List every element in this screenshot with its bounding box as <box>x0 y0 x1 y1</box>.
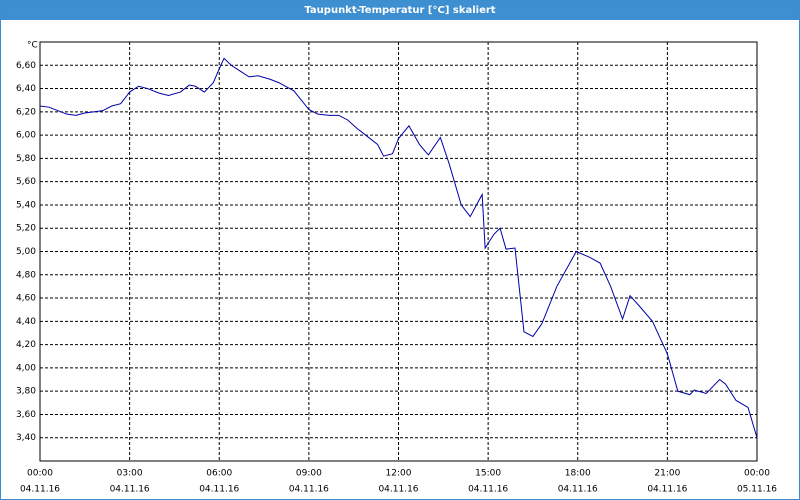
x-tick-date: 05.11.16 <box>737 485 777 495</box>
data-line <box>39 57 758 438</box>
x-tick-label: 06:00 <box>206 469 232 479</box>
y-tick-label: 5,80 <box>16 154 36 164</box>
y-tick-label: 5,00 <box>16 247 36 257</box>
x-tick-label: 09:00 <box>296 469 322 479</box>
chart: °C 3,40 3,60 3,80 4,00 4,20 4,40 4,60 4,80 5,00 5… <box>16 41 777 495</box>
plot-frame <box>39 41 758 462</box>
title-bar: Taupunkt-Temperatur [°C] skaliert <box>1 1 799 20</box>
y-tick-label: 5,60 <box>16 177 36 187</box>
y-tick-label: 3,40 <box>16 433 36 443</box>
y-tick-label: 4,00 <box>16 363 36 373</box>
x-tick-date: 04.11.16 <box>289 485 329 495</box>
y-tick-label: 3,60 <box>16 410 36 420</box>
y-tick-label: 4,40 <box>16 317 36 327</box>
x-tick-label: 00:00 <box>27 469 53 479</box>
x-tick-label: 18:00 <box>565 469 591 479</box>
y-axis-label: °C <box>27 41 38 51</box>
y-tick-label: 4,60 <box>16 294 36 304</box>
y-tick-label: 6,20 <box>16 107 36 117</box>
x-tick-date: 04.11.16 <box>378 485 418 495</box>
y-tick-label: 3,80 <box>16 387 36 397</box>
x-tick-date: 04.11.16 <box>468 485 508 495</box>
x-tick-label: 00:00 <box>744 469 770 479</box>
x-tick-label: 03:00 <box>117 469 143 479</box>
x-tick-label: 12:00 <box>386 469 412 479</box>
y-tick-label: 4,80 <box>16 270 36 280</box>
x-tick-label: 15:00 <box>475 469 501 479</box>
y-tick-label: 5,40 <box>16 200 36 210</box>
x-tick-date: 04.11.16 <box>647 485 687 495</box>
y-tick-label: 6,00 <box>16 131 36 141</box>
x-tick-label: 21:00 <box>654 469 680 479</box>
y-tick-label: 6,40 <box>16 84 36 94</box>
x-tick-date: 04.11.16 <box>199 485 239 495</box>
x-tick-date: 04.11.16 <box>110 485 150 495</box>
x-tick-date: 04.11.16 <box>558 485 598 495</box>
y-tick-label: 5,20 <box>16 224 36 234</box>
y-tick-label: 6,60 <box>16 61 36 71</box>
y-tick-label: 4,20 <box>16 340 36 350</box>
x-tick-date: 04.11.16 <box>20 485 60 495</box>
